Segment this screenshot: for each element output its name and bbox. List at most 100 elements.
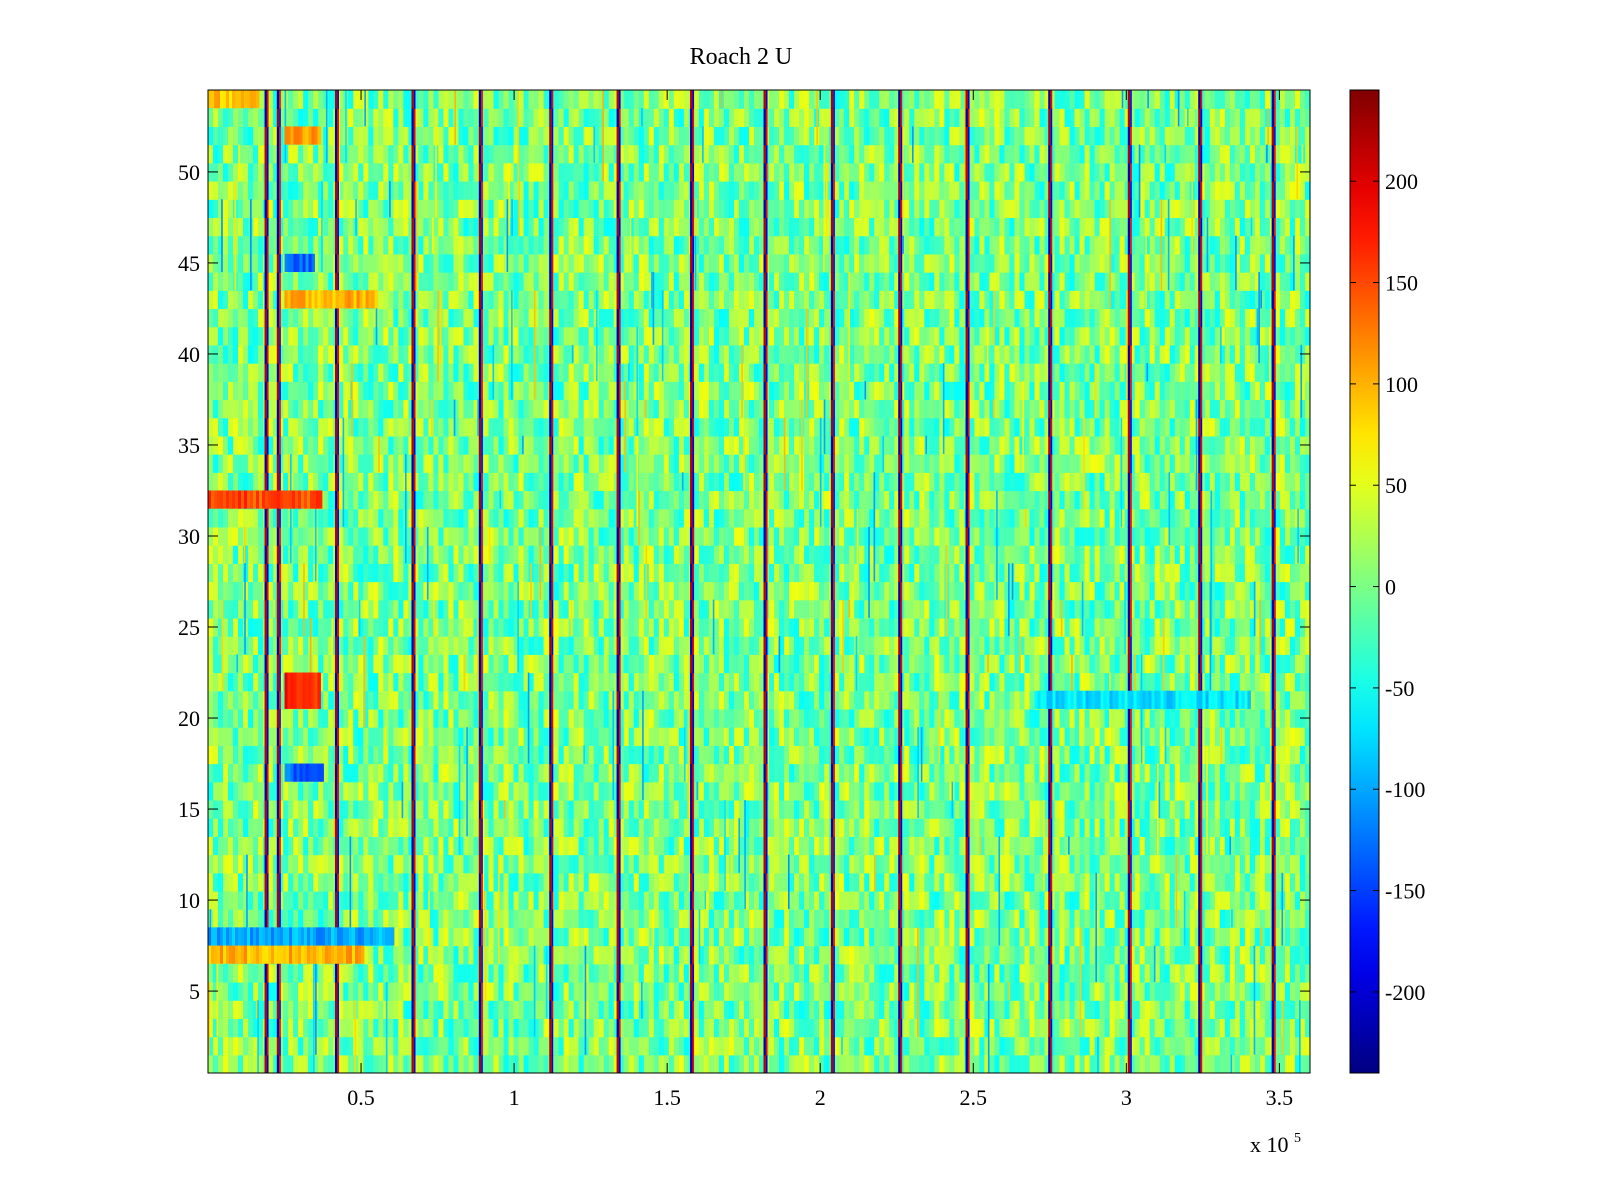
heatmap-cell xyxy=(1159,1018,1166,1038)
heatmap-cell xyxy=(533,745,540,765)
heatmap-cell xyxy=(859,745,865,765)
heatmap-cell xyxy=(849,890,855,910)
heatmap-cell xyxy=(1194,909,1201,928)
heatmap-cell xyxy=(799,672,805,692)
heatmap-cell xyxy=(894,727,900,746)
heatmap-cell xyxy=(338,708,344,728)
heatmap-cell xyxy=(718,672,725,692)
heatmap-cell xyxy=(658,690,665,710)
heatmap-cell xyxy=(443,781,450,801)
heatmap-cell xyxy=(999,763,1006,783)
heatmap-cell xyxy=(864,945,870,965)
heatmap-cell xyxy=(1209,945,1216,965)
heatmap-cell xyxy=(643,981,650,1001)
heatmap-cell xyxy=(919,818,925,837)
heatmap-cell xyxy=(1179,854,1186,874)
heatmap-cell xyxy=(1019,854,1026,874)
heatmap-cell xyxy=(408,1054,414,1073)
heatmap-cell xyxy=(954,818,960,837)
heatmap-cell xyxy=(698,927,705,947)
heatmap-cell xyxy=(663,654,670,674)
heatmap-cell xyxy=(1049,963,1056,983)
heatmap-cell xyxy=(453,690,460,710)
heatmap-cell xyxy=(1104,981,1111,1001)
heatmap-cell xyxy=(999,927,1006,947)
heatmap-cell xyxy=(1249,1018,1256,1038)
heatmap-cell xyxy=(628,654,635,674)
heatmap-cell xyxy=(914,945,920,965)
heatmap-cell xyxy=(1064,945,1071,965)
heatmap-cell xyxy=(1299,927,1306,947)
heatmap-cell xyxy=(1194,854,1201,874)
heatmap-cell xyxy=(1214,763,1221,783)
heatmap-cell xyxy=(1169,1000,1176,1019)
heatmap-cell xyxy=(1294,1000,1301,1019)
heatmap-cell xyxy=(643,654,650,674)
heatmap-cell xyxy=(668,708,675,728)
heatmap-cell xyxy=(643,963,650,983)
heatmap-cell xyxy=(498,690,505,710)
heatmap-cell xyxy=(208,727,214,746)
heatmap-cell xyxy=(618,727,625,746)
heatmap-cell xyxy=(1034,799,1041,819)
heatmap-cell xyxy=(1274,781,1281,801)
heatmap-cell xyxy=(1299,690,1306,710)
heatmap-cell xyxy=(733,672,740,692)
heatmap-cell xyxy=(683,818,690,837)
heatmap-cell xyxy=(854,727,860,746)
heatmap-cell xyxy=(728,654,735,674)
heatmap-cell xyxy=(363,1054,369,1073)
heatmap-cell xyxy=(954,1000,960,1019)
heatmap-cell xyxy=(1184,672,1191,692)
heatmap-cell xyxy=(824,909,830,928)
heatmap-cell xyxy=(368,763,374,783)
heatmap-cell xyxy=(1124,672,1131,692)
heatmap-cell xyxy=(874,927,880,947)
heatmap-cell xyxy=(1089,945,1096,965)
heatmap-cell xyxy=(668,872,675,892)
heatmap-cell xyxy=(979,909,986,928)
heatmap-cell xyxy=(553,945,560,965)
heatmap-cell xyxy=(779,836,785,856)
heatmap-cell xyxy=(258,745,264,765)
heatmap-cell xyxy=(238,781,244,801)
heatmap-cell xyxy=(784,1000,790,1019)
heatmap-cell xyxy=(929,836,935,856)
heatmap-cell xyxy=(228,654,234,674)
heatmap-cell xyxy=(1109,872,1116,892)
heatmap-cell xyxy=(1219,945,1226,965)
heatmap-cell xyxy=(353,963,359,983)
heatmap-cell xyxy=(884,927,890,947)
heatmap-cell xyxy=(503,708,510,728)
heatmap-cell xyxy=(678,1000,685,1019)
heatmap-cell xyxy=(1059,1018,1066,1038)
heatmap-cell xyxy=(819,872,825,892)
heatmap-cell xyxy=(1044,836,1051,856)
heatmap-cell xyxy=(683,690,690,710)
heatmap-cell xyxy=(989,799,996,819)
heatmap-cell xyxy=(603,927,610,947)
heatmap-cell xyxy=(453,981,460,1001)
heatmap-cell xyxy=(273,745,279,765)
heatmap-cell xyxy=(1169,1036,1176,1056)
heatmap-cell xyxy=(498,745,505,765)
heatmap-cell xyxy=(1219,672,1226,692)
heatmap-cell xyxy=(533,1036,540,1056)
heatmap-cell xyxy=(924,963,930,983)
heatmap-cell xyxy=(974,909,980,928)
heatmap-cell xyxy=(328,781,334,801)
heatmap-cell xyxy=(1029,1000,1036,1019)
heatmap-cell xyxy=(1054,708,1061,728)
heatmap-cell xyxy=(884,1036,890,1056)
heatmap-cell xyxy=(218,909,224,928)
heatmap-cell xyxy=(1264,890,1271,910)
heatmap-cell xyxy=(774,818,780,837)
heatmap-cell xyxy=(1259,781,1266,801)
heatmap-cell xyxy=(874,799,880,819)
heatmap-cell xyxy=(523,690,530,710)
heatmap-cell xyxy=(794,672,800,692)
heatmap-cell xyxy=(748,708,755,728)
heatmap-cell xyxy=(1124,1018,1131,1038)
heatmap-cell xyxy=(523,818,530,837)
heatmap-cell xyxy=(428,799,435,819)
